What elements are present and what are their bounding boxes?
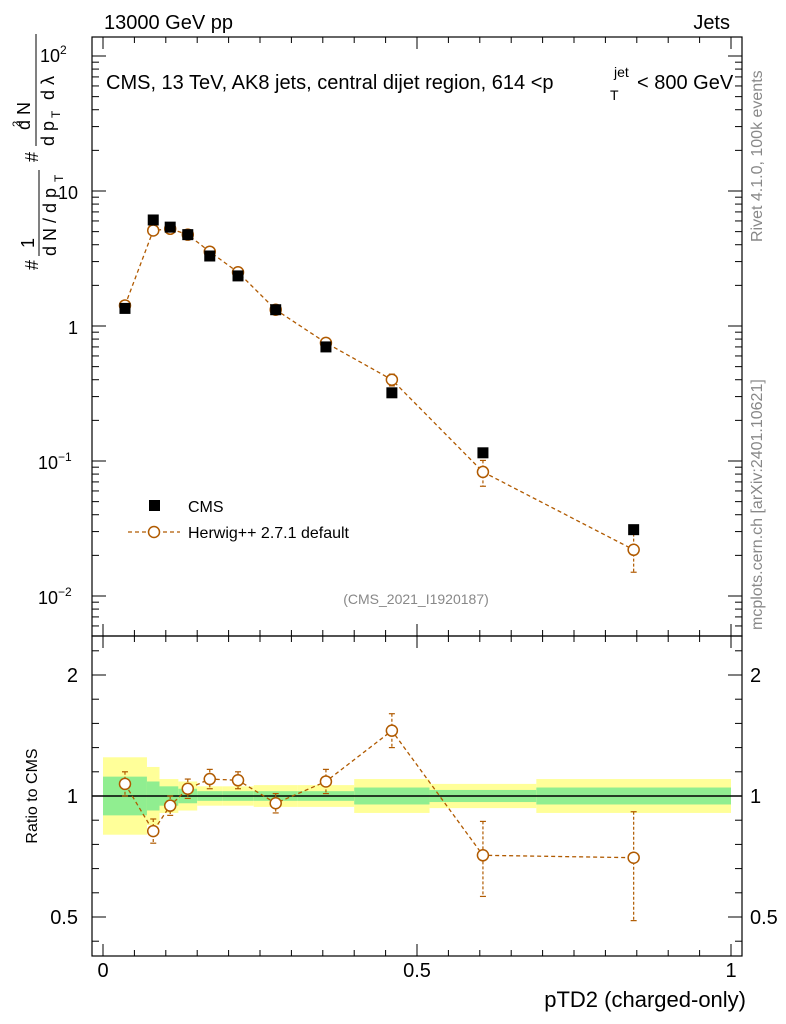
plot-title: CMS, 13 TeV, AK8 jets, central dijet reg… [106, 72, 554, 94]
x-axis-label: pTD2 (charged-only) [544, 987, 746, 1012]
svg-text:T: T [49, 110, 63, 118]
x-tick-label-0: 0 [97, 960, 108, 982]
y-tick-label-10: 10 [58, 183, 78, 203]
legend-data-label: CMS [188, 499, 224, 516]
mc-point [627, 543, 640, 557]
ratio-mc-point [231, 774, 245, 787]
mcplots-reference-label: mcplots.cern.ch [arXiv:2401.10621] [749, 379, 766, 630]
svg-text:T: T [52, 174, 66, 182]
x-tick-label-0.5: 0.5 [403, 960, 431, 982]
svg-text:d N: d N [14, 102, 34, 130]
main-panel-frame [91, 36, 743, 637]
ratio-mc-point [203, 772, 217, 786]
svg-text:d p: d p [38, 121, 58, 146]
axis-ticks [92, 37, 742, 956]
svg-text:#: # [22, 152, 42, 162]
mc-point [476, 465, 490, 479]
ratio-tick-label-0.5-right: 0.5 [750, 907, 778, 929]
ratio-mc-point [181, 782, 195, 795]
legend-mc-label: Herwig++ 2.7.1 default [188, 525, 350, 542]
ratio-mc-point [269, 797, 282, 810]
ratio-mc-point [146, 824, 160, 838]
plot-title-superscript: jet [613, 64, 629, 80]
ratio-mc-point [319, 775, 333, 788]
category-label: Jets [693, 12, 730, 34]
ratio-y-axis-label: Ratio to CMS [24, 748, 41, 843]
y-tick-label-1e2: 102 [40, 43, 67, 66]
ratio-mc-series [118, 713, 640, 922]
ratio-mc-point [163, 799, 177, 812]
mc-point [146, 224, 160, 237]
data-point [320, 341, 332, 353]
analysis-id: (CMS_2021_I1920187) [343, 591, 489, 607]
main-y-axis-label: # 1 d N / d p T # d N 2 d p T d λ [11, 34, 66, 270]
main-data-series [119, 214, 640, 536]
data-point [164, 221, 176, 233]
main-mc-series [118, 222, 640, 573]
rivet-version-label: Rivet 4.1.0, 100k events [749, 70, 766, 242]
ratio-tick-label-1-left: 1 [67, 786, 78, 808]
mc-point [385, 373, 399, 386]
data-point [270, 304, 282, 316]
data-point [386, 387, 398, 399]
x-tick-label-1: 1 [725, 960, 736, 982]
y-tick-label-1e-1: 10−1 [38, 450, 72, 473]
legend-data-marker [149, 500, 160, 511]
ratio-tick-label-2-left: 2 [67, 665, 78, 687]
svg-text:d N / d p: d N / d p [40, 188, 60, 256]
data-point [119, 302, 131, 314]
energy-label: 13000 GeV pp [104, 12, 233, 34]
plot-title-main: CMS, 13 TeV, AK8 jets, central dijet reg… [106, 72, 554, 94]
svg-text:1: 1 [18, 238, 38, 248]
data-point [232, 270, 244, 282]
ratio-tick-label-1-right: 1 [750, 786, 761, 808]
data-point [147, 214, 159, 226]
ratio-mc-point [118, 777, 132, 791]
svg-text:#: # [22, 260, 42, 270]
ratio-mc-point [627, 851, 640, 864]
plot-title-subscript: T [610, 87, 619, 103]
plot-title-end: < 800 GeV [637, 72, 734, 94]
ratio-mc-point [476, 849, 490, 862]
ratio-tick-label-2-right: 2 [750, 665, 761, 687]
ratio-tick-label-0.5-left: 0.5 [50, 907, 78, 929]
y-tick-label-1e-2: 10−2 [38, 585, 72, 608]
data-point [628, 524, 640, 536]
svg-text:d λ: d λ [38, 76, 58, 100]
svg-text:2: 2 [11, 121, 23, 127]
data-point [477, 447, 489, 459]
legend-mc-marker [147, 525, 161, 539]
data-point [204, 250, 216, 262]
data-point [182, 229, 194, 241]
y-tick-label-1: 1 [68, 318, 78, 338]
ratio-mc-point [385, 724, 399, 737]
